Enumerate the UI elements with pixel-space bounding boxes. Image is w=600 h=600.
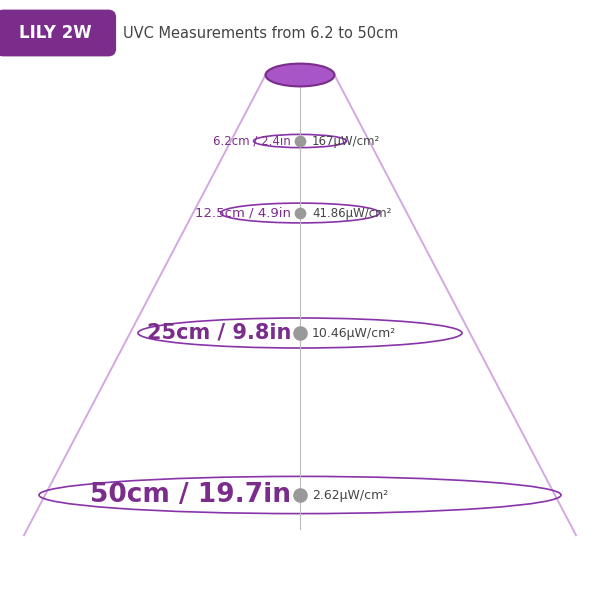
Text: 25cm / 9.8in: 25cm / 9.8in (146, 323, 291, 343)
Point (295, 490, 305, 500)
Text: 6.2cm / 2.4in: 6.2cm / 2.4in (213, 134, 291, 148)
Text: 2.62μW/cm²: 2.62μW/cm² (312, 488, 388, 502)
Point (295, 208, 305, 218)
Ellipse shape (265, 64, 335, 86)
Text: 167μW/cm²: 167μW/cm² (312, 134, 380, 148)
Text: 50cm / 19.7in: 50cm / 19.7in (90, 482, 291, 508)
Point (295, 328, 305, 338)
Text: 10.46μW/cm²: 10.46μW/cm² (312, 326, 396, 340)
FancyBboxPatch shape (0, 10, 116, 56)
Text: 12.5cm / 4.9in: 12.5cm / 4.9in (195, 206, 291, 220)
Text: UVC Measurements from 6.2 to 50cm: UVC Measurements from 6.2 to 50cm (124, 25, 398, 40)
Text: LILY 2W: LILY 2W (19, 24, 92, 42)
Text: 41.86μW/cm²: 41.86μW/cm² (312, 206, 391, 220)
Point (295, 136, 305, 146)
